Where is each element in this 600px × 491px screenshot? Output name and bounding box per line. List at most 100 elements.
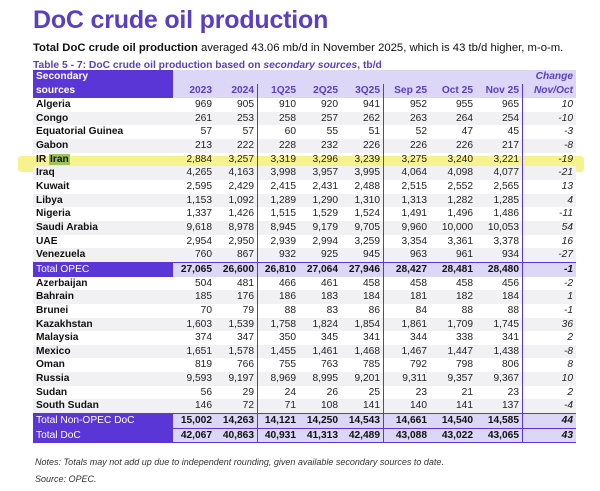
value-cell: 1,282: [430, 193, 476, 208]
table-row: Gabon 213 222 228 232 226 226 226 217 -8: [33, 138, 576, 153]
country-name: South Sudan: [33, 399, 173, 414]
value-cell: 137: [476, 399, 523, 414]
value-cell: 213: [173, 138, 215, 153]
value-cell: 963: [383, 248, 430, 263]
value-cell: 1,337: [186, 208, 213, 220]
value-cell: 350: [279, 332, 296, 344]
table-row: Nigeria 1,337 1,426 1,515 1,529 1,524 1,491 1,4…: [33, 207, 576, 221]
change-cell: 54: [522, 220, 576, 235]
value-cell: 14,540: [430, 413, 476, 429]
value-cell: 14,121: [257, 413, 299, 429]
value-cell: 341: [476, 331, 523, 345]
value-cell: 4,077: [476, 166, 523, 180]
value-cell: 51: [341, 125, 384, 139]
change-cell: -8: [522, 344, 576, 359]
value-cell: 4,265: [173, 166, 215, 180]
value-cell: 934: [476, 248, 523, 263]
header-blank: [173, 70, 523, 84]
value-cell: 254: [476, 111, 523, 126]
country-name: Nigeria: [33, 207, 173, 221]
change-cell: -10: [522, 111, 576, 126]
value-cell: 1,092: [215, 193, 258, 208]
value-cell: 26,600: [215, 261, 258, 277]
value-cell: 45: [476, 125, 523, 139]
value-cell: 910: [279, 99, 296, 110]
table-row: Congo 261 253 258 257 262 263 264 254 -10: [33, 111, 576, 126]
country-name: Algeria: [33, 98, 173, 112]
value-cell: 141: [341, 399, 384, 414]
column-header: 2024: [215, 84, 258, 98]
value-cell: 183: [299, 290, 341, 304]
value-cell: 3,957: [299, 166, 341, 180]
country-label: Gabon: [36, 139, 69, 151]
value-cell: 28,480: [476, 261, 523, 277]
value-cell: 226: [430, 138, 476, 153]
value-cell: 2,429: [215, 179, 258, 194]
value-cell: 14,585: [476, 413, 523, 429]
country-label: Kazakhstan: [36, 318, 93, 330]
change-cell: -21: [522, 166, 576, 180]
value-cell: 2,994: [312, 235, 339, 247]
change-cell: 4: [522, 193, 576, 208]
value-cell: 26: [326, 386, 338, 398]
value-cell: 785: [341, 358, 384, 373]
value-cell: 1,289: [257, 193, 299, 208]
value-cell: 2,565: [476, 179, 523, 194]
value-cell: 146: [173, 399, 215, 414]
value-cell: 60: [284, 126, 296, 138]
value-cell: 3,998: [257, 166, 299, 180]
summary-bold: Total DoC crude oil production: [33, 42, 198, 54]
page-title: DoC crude oil production: [33, 6, 329, 34]
caption-italic: secondary sources: [263, 60, 358, 71]
change-cell: -4: [522, 399, 576, 414]
country-name: Russia: [33, 372, 173, 386]
value-cell: 458: [456, 277, 473, 289]
value-cell: 40,863: [215, 427, 258, 444]
value-cell: 466: [279, 277, 296, 289]
value-cell: 1,709: [430, 317, 476, 332]
value-cell: 755: [279, 359, 296, 371]
country-name: Libya: [33, 193, 173, 208]
value-cell: 2,415: [270, 180, 297, 192]
change-cell: -27: [522, 248, 576, 263]
value-cell: 57: [215, 125, 258, 139]
country-name: Kuwait: [33, 180, 173, 194]
country-label: Malaysia: [36, 332, 79, 344]
notes: Notes: Totals may not add up due to inde…: [35, 457, 444, 467]
value-cell: 1,745: [476, 317, 523, 332]
value-cell: 969: [195, 99, 212, 110]
summary-text: Total DoC crude oil production averaged …: [33, 42, 563, 54]
country-name: Iraq: [33, 166, 173, 180]
value-cell: 25: [341, 385, 384, 400]
value-cell: 253: [215, 111, 258, 126]
value-cell: 226: [341, 138, 384, 153]
value-cell: 2,515: [401, 180, 428, 192]
value-cell: 29: [215, 385, 258, 400]
value-cell: 341: [341, 331, 384, 345]
value-cell: 2,950: [215, 234, 258, 249]
value-cell: 1,438: [476, 344, 523, 359]
change-cell: -1: [522, 261, 576, 277]
value-cell: 9,367: [476, 372, 523, 386]
value-cell: 258: [257, 111, 299, 126]
table-row: Algeria 969 905 910 920 941 952 955 965 10: [33, 98, 576, 112]
summary-rest: averaged 43.06 mb/d in November 2025, wh…: [197, 42, 564, 54]
value-cell: 344: [410, 332, 427, 344]
value-cell: 3,995: [341, 166, 384, 180]
value-cell: 3,378: [476, 234, 523, 249]
value-cell: 1,854: [341, 317, 384, 332]
value-cell: 2,884: [186, 153, 213, 165]
value-cell: 21: [461, 386, 473, 398]
change-cell: 10: [561, 99, 573, 110]
value-cell: 108: [299, 399, 341, 414]
value-cell: 43,022: [430, 427, 476, 444]
value-cell: 47: [461, 126, 473, 138]
value-cell: 261: [173, 111, 215, 126]
value-cell: 806: [476, 358, 523, 373]
value-cell: 3,259: [341, 234, 384, 249]
value-cell: 458: [341, 276, 384, 291]
value-cell: 347: [215, 331, 258, 345]
value-cell: 9,357: [430, 372, 476, 386]
value-cell: 925: [299, 248, 341, 263]
value-cell: 3,319: [270, 153, 297, 165]
